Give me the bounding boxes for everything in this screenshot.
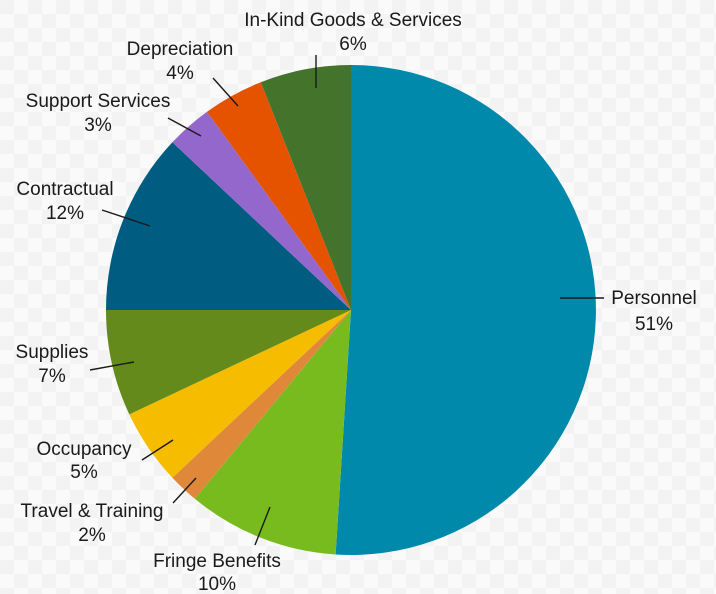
pie-labels: Personnel 51% Fringe Benefits 10% Travel… (16, 10, 697, 594)
pie-slice-depreciation (206, 82, 351, 310)
pie-slice-occupancy (129, 310, 351, 478)
slice-value-fringe-benefits: 10% (198, 574, 236, 594)
label-depreciation: Depreciation 4% (127, 39, 239, 107)
slice-label-support-services: Support Services (26, 91, 171, 112)
pie-slice-travel-training (172, 310, 351, 499)
pie-slice-support-services (172, 111, 351, 310)
pie-slice-in-kind-goods-services (260, 65, 351, 310)
slice-label-contractual: Contractual (16, 179, 113, 200)
label-personnel: Personnel 51% (560, 288, 697, 335)
slice-value-personnel: 51% (635, 314, 673, 335)
pie-slice-supplies (106, 310, 351, 415)
leader-depreciation (212, 77, 239, 107)
slice-label-travel-training: Travel & Training (21, 501, 164, 522)
label-in-kind: In-Kind Goods & Services 6% (244, 10, 462, 88)
slice-label-supplies: Supplies (16, 342, 89, 363)
leader-support-services (167, 117, 202, 137)
leader-fringe-benefits (254, 506, 271, 546)
slice-label-fringe-benefits: Fringe Benefits (153, 551, 281, 572)
slice-value-support-services: 3% (84, 115, 112, 136)
leader-occupancy (141, 439, 174, 461)
pie-slices (106, 65, 596, 555)
pie-slice-fringe-benefits (194, 310, 351, 555)
leader-travel-training (172, 477, 197, 504)
slice-value-supplies: 7% (38, 366, 66, 387)
slice-value-travel-training: 2% (78, 525, 106, 546)
label-contractual: Contractual 12% (16, 179, 151, 227)
slice-label-personnel: Personnel (611, 288, 697, 309)
slice-value-occupancy: 5% (70, 462, 98, 483)
slice-value-in-kind: 6% (339, 34, 367, 55)
slice-label-in-kind: In-Kind Goods & Services (244, 10, 462, 31)
label-occupancy: Occupancy 5% (36, 439, 174, 483)
pie-slice-contractual (106, 142, 351, 310)
label-supplies: Supplies 7% (16, 342, 135, 387)
slice-value-depreciation: 4% (166, 63, 194, 84)
label-travel-training: Travel & Training 2% (21, 477, 197, 546)
slice-label-occupancy: Occupancy (36, 439, 132, 460)
pie-slice-personnel (335, 65, 596, 555)
slice-label-depreciation: Depreciation (127, 39, 234, 60)
leader-supplies (89, 361, 135, 371)
label-fringe-benefits: Fringe Benefits 10% (153, 506, 281, 594)
slice-value-contractual: 12% (46, 203, 84, 224)
label-support-services: Support Services 3% (26, 91, 202, 137)
leader-contractual (101, 209, 151, 227)
